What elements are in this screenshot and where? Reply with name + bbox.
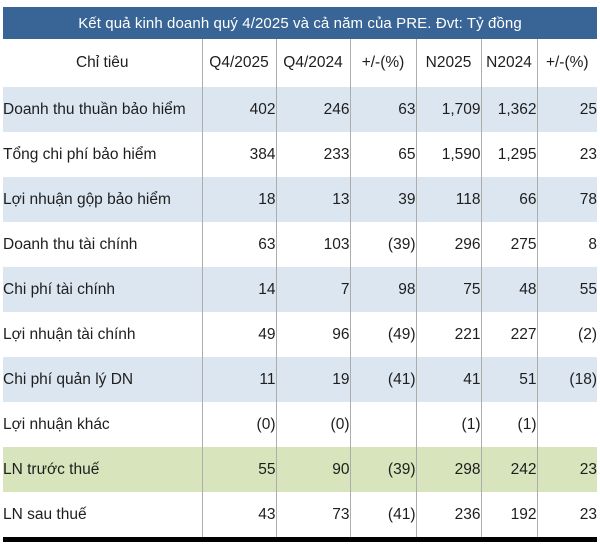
table-title-bar: Kết quả kinh doanh quý 4/2025 và cả năm …: [3, 7, 597, 39]
col-header: N2024: [480, 39, 537, 87]
table-row: Chi phí quản lý DN 11 19 (41) 41 51 (18): [3, 357, 597, 402]
cell-value: 275: [480, 222, 537, 267]
cell-value: (41): [349, 357, 416, 402]
cell-value: 402: [201, 87, 276, 132]
cell-value: 48: [480, 267, 537, 312]
cell-value: 1,590: [415, 132, 481, 177]
row-label: LN trước thuế: [3, 447, 202, 492]
cell-value: 118: [415, 177, 481, 222]
cell-value: 8: [536, 222, 597, 267]
financial-results-table: Chỉ tiêu Q4/2025 Q4/2024 +/-(%) N2025 N2024 +/…: [3, 39, 597, 542]
cell-value: 41: [415, 357, 481, 402]
cell-value: 298: [415, 447, 481, 492]
cell-value: 19: [275, 357, 350, 402]
row-label: Tổng chi phí bảo hiểm: [3, 132, 202, 177]
cell-value: 23: [536, 447, 597, 492]
table-row: Tổng chi phí bảo hiểm 384 233 65 1,590 1,295 2…: [3, 132, 597, 177]
cell-value: 55: [536, 267, 597, 312]
col-header: Q4/2024: [275, 39, 350, 87]
cell-value: 192: [480, 492, 537, 540]
cell-value: 233: [275, 132, 350, 177]
row-label: Chi phí tài chính: [3, 267, 202, 312]
row-label: LN sau thuế: [3, 492, 202, 540]
table-row: Doanh thu tài chính 63 103 (39) 296 275 8: [3, 222, 597, 267]
cell-value: (1): [415, 402, 481, 447]
cell-value: 1,709: [415, 87, 481, 132]
cell-value: 96: [275, 312, 350, 357]
cell-value: 236: [415, 492, 481, 540]
cell-value: 242: [480, 447, 537, 492]
cell-value: 227: [480, 312, 537, 357]
cell-value: 73: [275, 492, 350, 540]
row-label: Chi phí quản lý DN: [3, 357, 202, 402]
cell-value: 18: [201, 177, 276, 222]
cell-value: 1,362: [480, 87, 537, 132]
row-label: Doanh thu tài chính: [3, 222, 202, 267]
cell-value: 14: [201, 267, 276, 312]
table-body: Doanh thu thuần bảo hiểm 402 246 63 1,709 1,3…: [3, 87, 597, 540]
row-label: Doanh thu thuần bảo hiểm: [3, 87, 202, 132]
col-header: Q4/2025: [201, 39, 276, 87]
cell-value: 23: [536, 132, 597, 177]
table-row: LN sau thuế 43 73 (41) 236 192 23: [3, 492, 597, 540]
header-row: Chỉ tiêu Q4/2025 Q4/2024 +/-(%) N2025 N2024 +/…: [3, 39, 597, 87]
cell-value: 246: [275, 87, 350, 132]
cell-value: (1): [480, 402, 537, 447]
cell-value: 11: [201, 357, 276, 402]
cell-value: (2): [536, 312, 597, 357]
cell-value: 65: [349, 132, 416, 177]
cell-value: 23: [536, 492, 597, 540]
col-header: +/-(%): [536, 39, 597, 87]
col-header: +/-(%): [349, 39, 416, 87]
cell-value: 7: [275, 267, 350, 312]
cell-value: 39: [349, 177, 416, 222]
table-row: LN trước thuế 55 90 (39) 298 242 23: [3, 447, 597, 492]
cell-value: 49: [201, 312, 276, 357]
cell-value: 98: [349, 267, 416, 312]
cell-value: (0): [201, 402, 276, 447]
row-label: Lợi nhuận tài chính: [3, 312, 202, 357]
row-label: Lợi nhuận khác: [3, 402, 202, 447]
cell-value: (39): [349, 222, 416, 267]
table-row: Lợi nhuận gộp bảo hiểm 18 13 39 118 66 78: [3, 177, 597, 222]
table-row: Doanh thu thuần bảo hiểm 402 246 63 1,709 1,3…: [3, 87, 597, 132]
cell-value: 66: [480, 177, 537, 222]
cell-value: 78: [536, 177, 597, 222]
table-row: Lợi nhuận khác (0) (0) (1) (1): [3, 402, 597, 447]
cell-value: 55: [201, 447, 276, 492]
cell-value: 103: [275, 222, 350, 267]
table-row: Lợi nhuận tài chính 49 96 (49) 221 227 (2): [3, 312, 597, 357]
col-header-label: Chỉ tiêu: [75, 54, 129, 71]
cell-value: 63: [349, 87, 416, 132]
cell-value: (18): [536, 357, 597, 402]
cell-value: [349, 402, 416, 447]
cell-value: [536, 402, 597, 447]
cell-value: 1,295: [480, 132, 537, 177]
cell-value: 90: [275, 447, 350, 492]
cell-value: 63: [201, 222, 276, 267]
table-row: Chi phí tài chính 14 7 98 75 48 55: [3, 267, 597, 312]
cell-value: 25: [536, 87, 597, 132]
cell-value: 384: [201, 132, 276, 177]
cell-value: (39): [349, 447, 416, 492]
cell-value: 43: [201, 492, 276, 540]
col-header: N2025: [415, 39, 481, 87]
cell-value: 51: [480, 357, 537, 402]
table-title: Kết quả kinh doanh quý 4/2025 và cả năm …: [78, 14, 522, 32]
cell-value: (0): [275, 402, 350, 447]
cell-value: 75: [415, 267, 481, 312]
cell-value: 296: [415, 222, 481, 267]
cell-value: 13: [275, 177, 350, 222]
cell-value: (41): [349, 492, 416, 540]
cell-value: (49): [349, 312, 416, 357]
cell-value: 221: [415, 312, 481, 357]
row-label: Lợi nhuận gộp bảo hiểm: [3, 177, 202, 222]
